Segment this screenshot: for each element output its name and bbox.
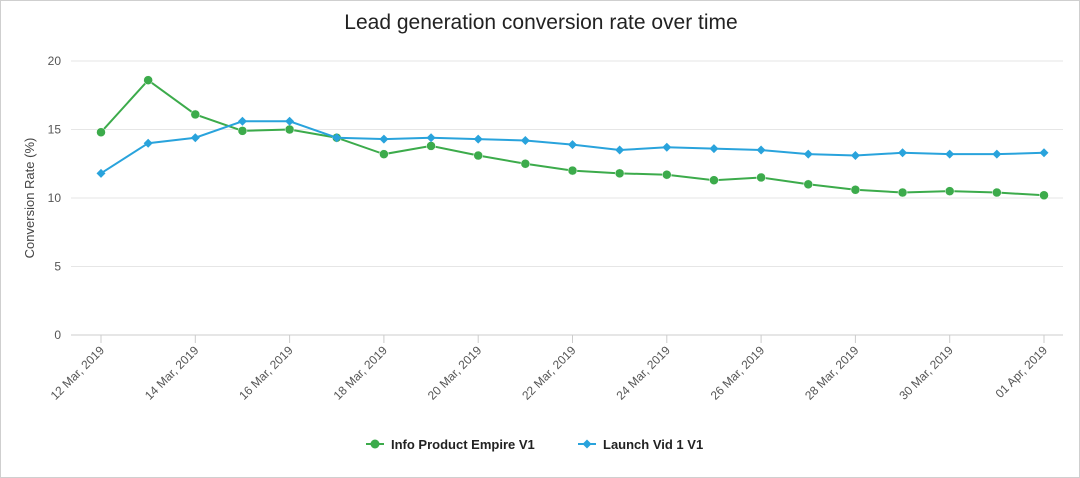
data-point[interactable] (284, 124, 295, 135)
y-tick-label: 5 (54, 260, 61, 274)
data-point[interactable] (426, 141, 436, 151)
data-point[interactable] (473, 150, 483, 161)
x-tick-label: 20 Mar, 2019 (425, 343, 485, 403)
data-point[interactable] (614, 168, 625, 179)
data-point[interactable] (379, 134, 389, 144)
x-tick-label: 16 Mar, 2019 (236, 343, 296, 403)
x-tick-label: 22 Mar, 2019 (519, 343, 579, 403)
data-point[interactable] (568, 140, 577, 150)
data-point[interactable] (897, 187, 908, 198)
x-tick-label: 30 Mar, 2019 (896, 343, 956, 403)
data-point[interactable] (332, 133, 342, 143)
data-point[interactable] (190, 109, 201, 120)
data-point[interactable] (756, 172, 766, 183)
series-layer (96, 75, 1049, 201)
data-point[interactable] (944, 186, 955, 196)
x-tick-label: 24 Mar, 2019 (613, 343, 673, 403)
y-tick-label: 10 (48, 191, 62, 205)
data-point[interactable] (662, 169, 672, 180)
data-point[interactable] (473, 134, 483, 144)
data-point[interactable] (520, 135, 530, 145)
data-point[interactable] (285, 116, 295, 126)
data-point[interactable] (945, 149, 955, 159)
data-point[interactable] (190, 133, 200, 143)
legend-item[interactable]: Launch Vid 1 V1 (578, 437, 703, 452)
legend-marker (582, 439, 592, 449)
data-point[interactable] (992, 187, 1002, 198)
series-0 (96, 75, 1049, 201)
chart-title: Lead generation conversion rate over tim… (344, 11, 737, 34)
y-axis-ticks: 0 5 10 15 20 (48, 54, 62, 342)
legend[interactable]: Info Product Empire V1 Launch Vid 1 V1 (366, 437, 703, 452)
data-point[interactable] (615, 145, 625, 155)
data-point[interactable] (96, 168, 106, 178)
x-tick-label: 12 Mar, 2019 (48, 343, 108, 403)
data-point[interactable] (756, 145, 766, 155)
y-tick-label: 15 (48, 123, 62, 137)
data-point[interactable] (520, 159, 531, 169)
data-point[interactable] (850, 151, 860, 161)
data-point[interactable] (237, 126, 248, 136)
x-tick-label: 01 Apr, 2019 (993, 343, 1051, 401)
x-tick-label: 26 Mar, 2019 (708, 343, 768, 403)
series-1 (96, 116, 1049, 178)
data-point[interactable] (850, 185, 861, 195)
y-axis-label: Conversion Rate (%) (22, 138, 37, 259)
data-point[interactable] (426, 133, 436, 143)
x-tick-label: 18 Mar, 2019 (331, 343, 391, 403)
data-point[interactable] (1039, 190, 1049, 201)
data-point[interactable] (143, 75, 153, 85)
legend-label: Launch Vid 1 V1 (603, 437, 703, 452)
legend-item[interactable]: Info Product Empire V1 (366, 437, 535, 452)
data-point[interactable] (709, 144, 719, 154)
x-axis-ticks: 12 Mar, 2019 14 Mar, 2019 16 Mar, 2019 18 M… (48, 335, 1051, 403)
data-point[interactable] (237, 116, 247, 126)
legend-label: Info Product Empire V1 (391, 437, 535, 452)
data-point[interactable] (803, 149, 813, 159)
x-tick-label: 28 Mar, 2019 (802, 343, 862, 403)
data-point[interactable] (96, 127, 106, 137)
legend-marker (370, 439, 380, 449)
y-tick-label: 0 (54, 328, 61, 342)
data-point[interactable] (709, 175, 719, 185)
data-point[interactable] (143, 138, 153, 148)
data-point[interactable] (662, 142, 672, 152)
data-point[interactable] (379, 149, 389, 159)
data-point[interactable] (1039, 148, 1049, 158)
x-tick-label: 14 Mar, 2019 (142, 343, 202, 403)
data-point[interactable] (803, 179, 813, 190)
data-point[interactable] (567, 165, 578, 176)
series-line (100, 78, 1045, 197)
data-point[interactable] (992, 149, 1002, 159)
gridlines (71, 60, 1063, 336)
y-tick-label: 20 (48, 54, 62, 68)
data-point[interactable] (898, 148, 908, 158)
